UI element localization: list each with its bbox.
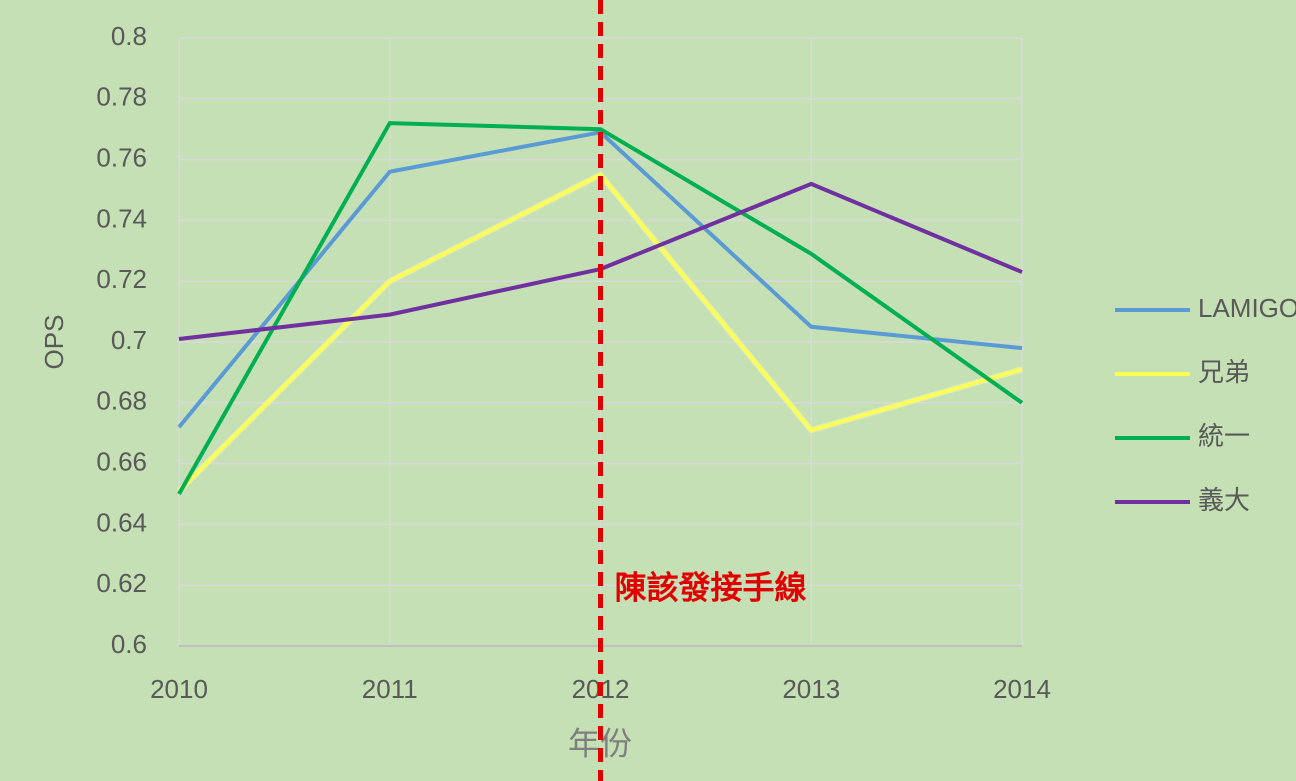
y-tick-label: 0.76 xyxy=(96,142,147,172)
y-tick-label: 0.66 xyxy=(96,446,147,476)
x-tick-label: 2013 xyxy=(782,674,840,704)
x-tick-label: 2010 xyxy=(150,674,208,704)
x-tick-label: 2014 xyxy=(993,674,1051,704)
annotation-label: 陳該發接手線 xyxy=(615,569,807,605)
series-line xyxy=(177,121,1024,495)
legend-label: 統一 xyxy=(1198,421,1250,451)
y-tick-label: 0.62 xyxy=(96,568,147,598)
legend-label: 義大 xyxy=(1198,485,1250,515)
y-tick-label: 0.7 xyxy=(111,325,147,355)
y-axis-title: OPS xyxy=(39,315,69,370)
y-tick-label: 0.72 xyxy=(96,264,147,294)
y-tick-label: 0.6 xyxy=(111,629,147,659)
y-tick-label: 0.64 xyxy=(96,507,147,537)
y-tick-label: 0.74 xyxy=(96,203,147,233)
x-tick-label: 2011 xyxy=(362,674,418,704)
y-tick-label: 0.68 xyxy=(96,386,147,416)
legend-label: LAMIGO xyxy=(1198,293,1296,323)
legend-label: 兄弟 xyxy=(1198,357,1250,387)
series-line xyxy=(177,172,1023,493)
y-tick-label: 0.8 xyxy=(111,21,147,51)
y-tick-label: 0.78 xyxy=(96,82,147,112)
